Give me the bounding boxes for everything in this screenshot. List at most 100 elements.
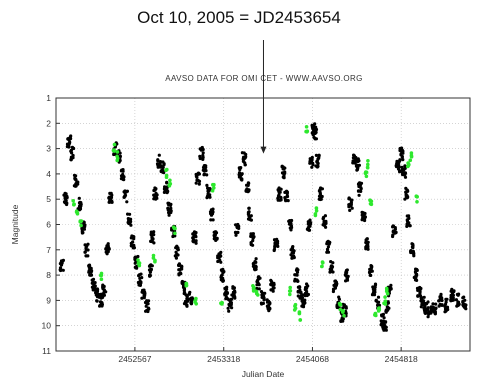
data-point [386, 308, 390, 312]
data-point [304, 125, 309, 129]
data-point [397, 161, 401, 165]
data-point [188, 290, 192, 294]
data-point [112, 149, 116, 153]
data-point [432, 306, 436, 310]
data-point [175, 252, 179, 256]
data-point [224, 294, 228, 298]
data-point [341, 309, 346, 313]
data-point [288, 220, 292, 224]
data-point [313, 212, 318, 216]
data-point [133, 255, 137, 259]
data-point [386, 300, 390, 304]
data-point [350, 206, 354, 210]
data-point [409, 154, 414, 159]
data-point [314, 137, 318, 141]
data-point [317, 156, 321, 160]
data-point [240, 178, 244, 182]
data-point [152, 241, 156, 245]
data-point [454, 298, 458, 302]
data-point [233, 230, 238, 234]
y-tick-label: 5 [46, 194, 51, 204]
data-point [292, 308, 297, 312]
data-point [310, 157, 314, 161]
data-point [364, 170, 369, 175]
data-point [364, 174, 369, 179]
data-point [238, 167, 242, 172]
data-point [269, 278, 273, 282]
data-point [371, 292, 375, 296]
data-point [386, 305, 390, 309]
data-point [325, 247, 330, 251]
y-tick-label: 8 [46, 270, 51, 280]
data-point [142, 296, 146, 300]
data-point [67, 138, 71, 142]
data-point [256, 282, 261, 286]
data-point [283, 196, 287, 200]
data-point [431, 302, 435, 306]
data-point [194, 241, 198, 245]
data-point [69, 134, 73, 138]
data-point [373, 287, 377, 292]
data-point [170, 228, 174, 232]
data-point [344, 311, 348, 316]
data-point [438, 302, 442, 306]
data-point [369, 202, 374, 207]
data-point [320, 264, 324, 269]
data-point [360, 218, 364, 222]
data-point [243, 163, 247, 167]
data-point [191, 239, 195, 243]
data-point [254, 265, 258, 269]
data-point [248, 215, 252, 219]
data-point [445, 305, 450, 309]
data-point [87, 265, 91, 270]
data-point [167, 211, 171, 215]
y-tick-label: 9 [46, 295, 51, 305]
data-point [96, 288, 100, 292]
data-point [106, 242, 110, 246]
data-point [220, 300, 224, 305]
data-point [461, 300, 465, 304]
data-point [162, 163, 166, 167]
data-point [125, 200, 129, 204]
data-point [230, 297, 234, 301]
data-point [79, 219, 84, 223]
data-point [165, 180, 169, 184]
data-point [314, 164, 318, 168]
data-point [72, 173, 77, 177]
data-point [198, 156, 202, 161]
data-point [85, 244, 89, 248]
data-point [149, 232, 153, 236]
data-point [91, 277, 96, 281]
data-point [254, 260, 258, 264]
data-point [140, 296, 144, 300]
data-point [411, 244, 415, 248]
data-point [121, 172, 125, 177]
data-point [201, 151, 205, 155]
data-point [415, 273, 419, 277]
data-point [153, 188, 157, 192]
data-point [64, 192, 68, 196]
data-point [416, 294, 420, 298]
data-point [369, 273, 373, 277]
data-point [319, 187, 323, 191]
data-point [205, 183, 209, 187]
data-point [403, 197, 407, 201]
data-point [231, 285, 235, 289]
data-point [426, 306, 430, 311]
data-point [339, 319, 343, 323]
data-point [373, 282, 378, 286]
data-point [300, 298, 304, 302]
data-point [310, 165, 314, 169]
data-point [382, 316, 386, 320]
data-point [373, 285, 377, 289]
data-point [306, 222, 310, 226]
axis-ticks: 1 2 3 4 5 6 7 8 9 10 11 2452567 2453318 2454068 245481… [42, 93, 418, 364]
data-point [354, 159, 358, 163]
data-series-black [58, 122, 468, 332]
data-point [444, 309, 448, 313]
data-point [227, 309, 231, 313]
data-point [122, 195, 126, 199]
y-tick-label: 11 [42, 346, 51, 356]
data-point [163, 185, 167, 189]
data-point [108, 191, 112, 195]
